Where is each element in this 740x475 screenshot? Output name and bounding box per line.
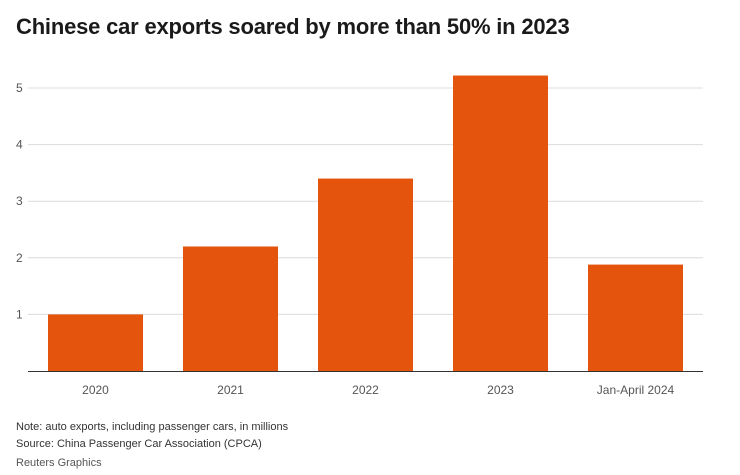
y-tick-label: 2 — [16, 251, 23, 265]
y-tick-label: 1 — [16, 307, 23, 321]
y-tick-label: 5 — [16, 81, 23, 95]
chart-title: Chinese car exports soared by more than … — [16, 14, 570, 39]
bar — [588, 264, 683, 371]
bar — [183, 246, 278, 371]
bars — [48, 75, 683, 371]
bar — [48, 314, 143, 371]
bar — [453, 75, 548, 371]
bar-chart: 1 2 3 4 5 2020 2021 2022 2023 Jan-April 2024 — [16, 75, 703, 397]
x-tick-label: Jan-April 2024 — [597, 383, 675, 397]
y-tick-label: 4 — [16, 138, 23, 152]
source-text: Source: China Passenger Car Association … — [16, 438, 262, 450]
note-text: Note: auto exports, including passenger … — [16, 421, 289, 433]
y-tick-labels: 1 2 3 4 5 — [16, 81, 23, 321]
x-tick-labels: 2020 2021 2022 2023 Jan-April 2024 — [82, 383, 674, 397]
x-tick-label: 2023 — [487, 383, 514, 397]
y-tick-label: 3 — [16, 194, 23, 208]
chart-notes: Note: auto exports, including passenger … — [16, 419, 288, 453]
bar — [318, 178, 413, 371]
x-tick-label: 2022 — [352, 383, 379, 397]
credit-text: Reuters Graphics — [16, 457, 102, 469]
x-tick-label: 2020 — [82, 383, 109, 397]
x-tick-label: 2021 — [217, 383, 244, 397]
